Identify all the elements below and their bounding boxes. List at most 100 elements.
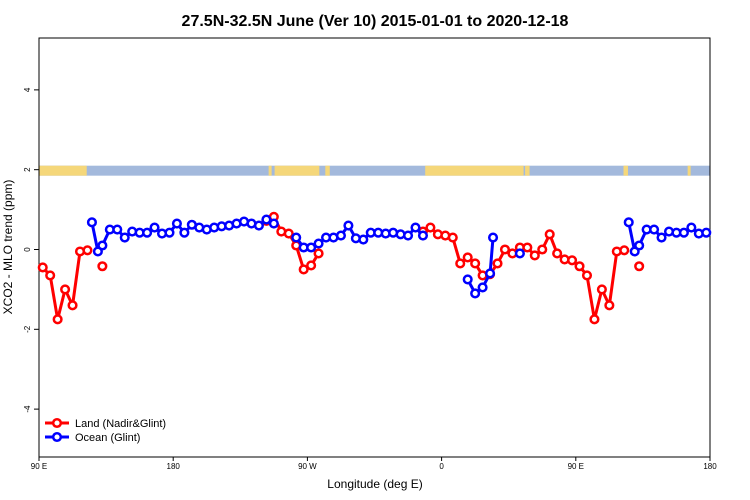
x-axis-label: Longitude (deg E) bbox=[327, 477, 422, 491]
data-point-land bbox=[37, 262, 48, 273]
x-tick-label: 90 E bbox=[31, 462, 47, 471]
surface-band-land bbox=[525, 165, 530, 176]
legend-item-ocean: Ocean (Glint) bbox=[45, 431, 140, 444]
surface-band-land bbox=[687, 165, 691, 176]
data-point-ocean bbox=[686, 222, 697, 233]
data-point-land bbox=[581, 270, 593, 281]
data-point-land bbox=[492, 258, 503, 269]
data-point-land bbox=[313, 248, 324, 259]
data-point-land bbox=[567, 255, 578, 266]
data-point-land bbox=[634, 261, 645, 272]
data-point-land bbox=[589, 314, 600, 325]
data-point-land bbox=[552, 248, 563, 259]
data-point-ocean bbox=[306, 242, 317, 253]
data-point-land bbox=[45, 270, 56, 281]
surface-band-ocean bbox=[39, 165, 710, 176]
data-point-ocean bbox=[142, 227, 153, 238]
data-point-ocean bbox=[268, 218, 279, 229]
data-point-ocean bbox=[164, 227, 175, 238]
surface-band-land bbox=[268, 165, 272, 176]
data-point-ocean bbox=[477, 282, 488, 293]
data-point-ocean bbox=[335, 230, 347, 241]
data-point-land bbox=[67, 300, 78, 311]
legend-land-swatch-marker bbox=[51, 417, 63, 429]
data-point-land bbox=[470, 258, 481, 269]
surface-band-land bbox=[325, 165, 330, 176]
chart-title: 27.5N-32.5N June (Ver 10) 2015-01-01 to … bbox=[182, 13, 569, 30]
x-tick-label: 180 bbox=[703, 462, 717, 471]
y-axis: -4 -2 0 2 4 bbox=[23, 87, 39, 413]
series-layer bbox=[37, 211, 712, 325]
data-point-ocean bbox=[343, 220, 354, 231]
x-tick-label: 90 W bbox=[298, 462, 317, 471]
data-point-land bbox=[619, 245, 630, 256]
data-point-ocean bbox=[701, 227, 712, 238]
data-point-land bbox=[298, 264, 309, 275]
legend: Land (Nadir&Glint) Ocean (Glint) bbox=[45, 417, 166, 444]
x-tick-label: 0 bbox=[439, 462, 444, 471]
data-point-land bbox=[82, 245, 93, 256]
data-point-land bbox=[574, 261, 585, 272]
surface-band-land bbox=[39, 165, 87, 176]
data-point-ocean bbox=[487, 232, 499, 243]
data-point-ocean bbox=[470, 288, 481, 299]
data-point-ocean bbox=[656, 232, 667, 243]
surface-band-land bbox=[425, 165, 524, 176]
data-point-ocean bbox=[649, 224, 660, 235]
data-point-land bbox=[522, 242, 533, 253]
y-tick-label: 4 bbox=[23, 87, 32, 92]
data-point-ocean bbox=[97, 240, 108, 251]
data-point-ocean bbox=[410, 222, 421, 233]
legend-ocean-swatch-marker bbox=[51, 431, 63, 443]
data-point-land bbox=[604, 300, 615, 311]
data-point-ocean bbox=[485, 268, 496, 279]
data-point-land bbox=[60, 284, 71, 295]
legend-item-land: Land (Nadir&Glint) bbox=[45, 417, 166, 430]
x-axis: 90 E 180 90 W 0 90 E 180 bbox=[31, 457, 717, 471]
data-point-ocean bbox=[417, 230, 429, 241]
data-point-ocean bbox=[86, 217, 97, 228]
data-point-land bbox=[447, 232, 458, 243]
y-tick-label: 0 bbox=[23, 247, 32, 252]
data-point-land bbox=[52, 314, 63, 325]
data-point-land bbox=[529, 250, 540, 261]
data-point-ocean bbox=[291, 232, 302, 243]
data-point-land bbox=[499, 244, 511, 255]
data-point-ocean bbox=[313, 238, 324, 249]
data-point-land bbox=[283, 228, 294, 239]
x-tick-label: 90 E bbox=[568, 462, 584, 471]
data-point-ocean bbox=[261, 214, 272, 225]
data-point-land bbox=[544, 229, 555, 240]
plot-frame bbox=[38, 37, 711, 458]
y-tick-label: -4 bbox=[23, 405, 32, 413]
data-point-land bbox=[537, 244, 548, 255]
data-point-ocean bbox=[112, 224, 123, 235]
data-point-ocean bbox=[171, 218, 182, 229]
data-point-land bbox=[306, 260, 317, 271]
data-point-ocean bbox=[403, 230, 414, 241]
legend-ocean-label: Ocean (Glint) bbox=[75, 432, 140, 444]
y-axis-label: XCO2 - MLO trend (ppm) bbox=[1, 180, 15, 315]
data-point-ocean bbox=[634, 240, 645, 251]
data-point-ocean bbox=[623, 217, 634, 228]
surface-type-band bbox=[39, 165, 710, 176]
data-point-land bbox=[596, 284, 607, 295]
data-point-ocean bbox=[514, 248, 525, 259]
data-point-ocean bbox=[119, 232, 130, 243]
surface-band-land bbox=[274, 165, 320, 176]
x-tick-label: 180 bbox=[167, 462, 181, 471]
surface-band-land bbox=[623, 165, 628, 176]
y-tick-label: -2 bbox=[23, 325, 32, 333]
legend-land-label: Land (Nadir&Glint) bbox=[75, 418, 166, 430]
y-tick-label: 2 bbox=[23, 167, 32, 172]
data-point-land bbox=[462, 252, 473, 263]
data-point-land bbox=[97, 261, 108, 272]
data-point-land bbox=[455, 258, 466, 269]
data-point-ocean bbox=[149, 222, 160, 233]
data-point-ocean bbox=[179, 227, 190, 238]
data-point-ocean bbox=[462, 274, 473, 285]
data-point-ocean bbox=[253, 220, 264, 231]
data-point-ocean bbox=[678, 227, 689, 238]
data-point-land bbox=[425, 222, 436, 233]
